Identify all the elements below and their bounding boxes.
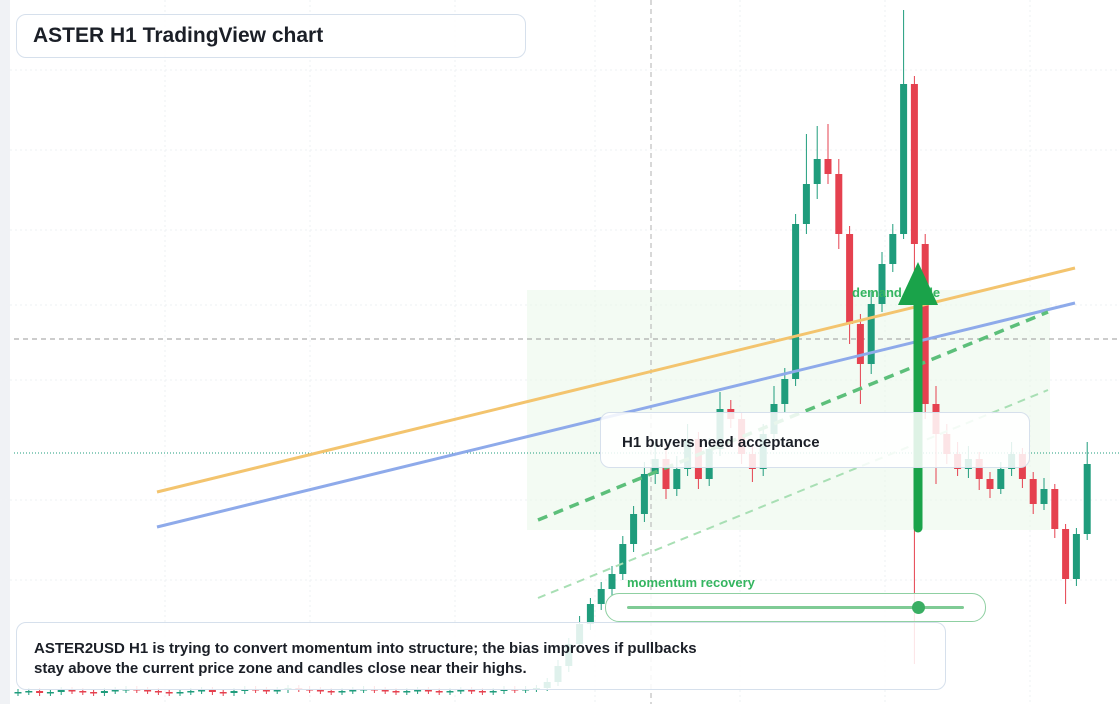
candle-body (630, 514, 638, 544)
callout-box: H1 buyers need acceptance (600, 412, 1030, 468)
candle-body (867, 304, 875, 364)
candle-body (349, 690, 357, 692)
arrow-head (898, 262, 938, 305)
candle-body (165, 692, 173, 694)
momentum-track (627, 606, 964, 609)
candle-body (856, 324, 864, 364)
candle-body (457, 690, 465, 692)
candle-body (25, 691, 33, 693)
candle-body (846, 234, 854, 324)
candle-body (435, 691, 443, 693)
candle-body (1029, 479, 1037, 504)
candle-body (1062, 529, 1070, 579)
candle-body (608, 574, 616, 589)
candle-body (381, 690, 389, 692)
candle-body (1051, 489, 1059, 529)
candle-body (208, 690, 216, 692)
candle-body (921, 244, 929, 404)
candle-body (187, 691, 195, 693)
candle-body (198, 690, 206, 692)
candle-body (14, 692, 22, 694)
candle-body (1083, 464, 1091, 534)
candle-body (813, 159, 821, 184)
candle-body (802, 184, 810, 224)
left-edge (0, 0, 10, 704)
callout-text: H1 buyers need acceptance (622, 434, 820, 451)
candle-body (230, 691, 238, 693)
candle-body (1040, 489, 1048, 504)
candle-body (781, 379, 789, 404)
candle-body (878, 264, 886, 304)
candle-body (338, 691, 346, 693)
candle-body (910, 84, 918, 244)
candle-body (219, 692, 227, 694)
momentum-label: momentum recovery (627, 575, 755, 590)
candle-body (36, 691, 44, 693)
candle-body (662, 459, 670, 489)
candle-body (619, 544, 627, 574)
candle-body (176, 692, 184, 694)
candle-body (403, 691, 411, 693)
momentum-dot (912, 601, 925, 614)
candle-body (597, 589, 605, 604)
candle-body (424, 690, 432, 692)
candle-body (586, 604, 594, 624)
candle-body (792, 224, 800, 379)
candle-body (327, 691, 335, 693)
candle-body (262, 690, 270, 692)
candle-body (100, 691, 108, 693)
candle-body (500, 689, 508, 691)
summary-text: ASTER2USD H1 is trying to convert moment… (34, 640, 697, 677)
momentum-pill (605, 593, 986, 622)
candle-body (79, 691, 87, 693)
candle-body (90, 692, 98, 694)
candle-body (975, 459, 983, 479)
candle-body (414, 690, 422, 692)
candle-body (986, 479, 994, 489)
candle-body (468, 690, 476, 692)
candle-body (446, 691, 454, 693)
title-box: ASTER H1 TradingView chart (16, 14, 526, 58)
candle-body (144, 690, 152, 692)
candle-body (241, 689, 249, 691)
candle-body (489, 691, 497, 693)
candle-body (68, 690, 76, 692)
candle-body (889, 234, 897, 264)
candle-body (154, 691, 162, 693)
candle-body (392, 691, 400, 693)
channel-lower (537, 389, 1049, 599)
candle-body (824, 159, 832, 174)
candle-body (111, 690, 119, 692)
candle-body (478, 691, 486, 693)
candle-body (316, 690, 324, 692)
candle-body (673, 469, 681, 489)
candle-body (57, 690, 65, 692)
candle-body (900, 84, 908, 234)
candle-body (273, 690, 281, 692)
candle-body (997, 469, 1005, 489)
candle-body (640, 474, 648, 514)
candle-body (835, 174, 843, 234)
chart-title: ASTER H1 TradingView chart (33, 24, 324, 47)
summary-box: ASTER2USD H1 is trying to convert moment… (16, 622, 946, 690)
candle-body (1072, 534, 1080, 579)
candle-body (46, 692, 54, 694)
